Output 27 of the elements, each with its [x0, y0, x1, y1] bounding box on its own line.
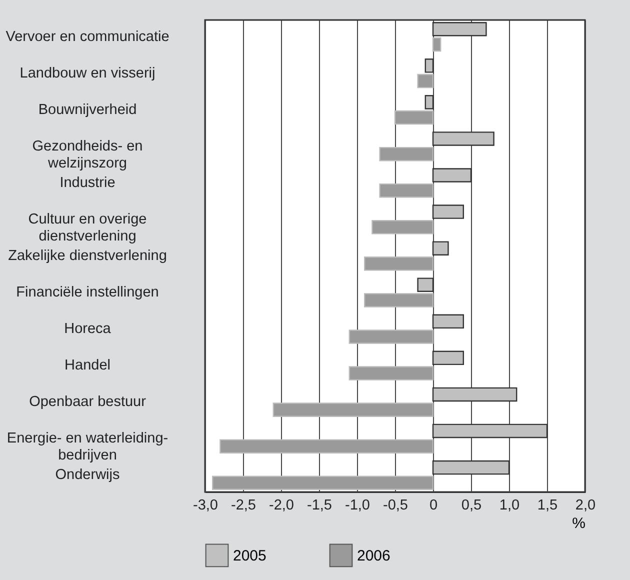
x-tick-label: -2,0: [269, 498, 294, 514]
y-tick-label: Handel: [64, 358, 110, 374]
y-tick-label: Openbaar bestuur: [29, 394, 146, 410]
y-tick-label: Vervoer en communicatie: [6, 28, 170, 45]
y-tick-label: Gezondheids- en welzijnszorg: [32, 138, 143, 172]
y-tick-label: Energie- en waterleiding- bedrijven: [6, 430, 168, 464]
x-tick-label: -0,5: [383, 498, 408, 514]
x-axis-title: %: [572, 515, 586, 532]
y-tick-label: Cultuur en overige dienstverlening: [28, 211, 147, 244]
x-tick-label: -1,5: [307, 498, 332, 514]
y-tick-label: Financiële instellingen: [16, 284, 159, 301]
y-tick-label: Bouwnijverheid: [38, 102, 137, 118]
y-tick-label: Onderwijs: [55, 467, 120, 484]
x-tick-label: -3,0: [193, 498, 218, 514]
y-tick-label: Landbouw en visserij: [20, 65, 156, 82]
y-tick-label: Zakelijke dienstverlening: [8, 248, 167, 264]
y-tick-label: Industrie: [60, 174, 116, 191]
x-tick-label: -1,0: [345, 498, 370, 514]
x-tick-label: 2,0: [575, 498, 596, 514]
legend-label: 2005: [233, 547, 266, 564]
x-tick-label: 1,5: [537, 498, 558, 514]
x-tick-label: 1,0: [499, 498, 520, 514]
x-tick-label: 0: [429, 498, 438, 514]
y-tick-label: Horeca: [64, 321, 112, 338]
x-tick-label: 0,5: [461, 498, 482, 514]
legend-label: 2006: [357, 547, 390, 564]
x-tick-label: -2,5: [231, 498, 256, 514]
